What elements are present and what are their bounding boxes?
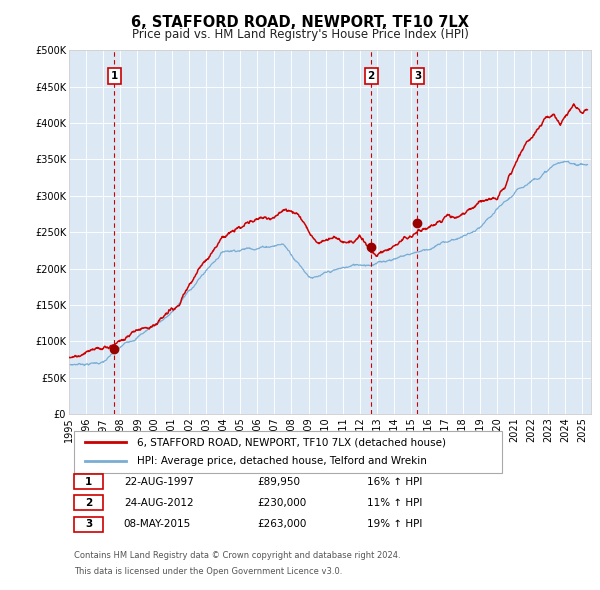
Text: 3: 3 [85,519,92,529]
Text: 2: 2 [367,71,375,81]
Text: 22-AUG-1997: 22-AUG-1997 [124,477,194,487]
Text: 6, STAFFORD ROAD, NEWPORT, TF10 7LX (detached house): 6, STAFFORD ROAD, NEWPORT, TF10 7LX (det… [137,437,446,447]
Text: 16% ↑ HPI: 16% ↑ HPI [367,477,422,487]
Text: 3: 3 [414,71,421,81]
Text: 2: 2 [85,498,92,508]
Text: £89,950: £89,950 [257,477,300,487]
Text: £230,000: £230,000 [257,498,306,508]
Text: 24-AUG-2012: 24-AUG-2012 [124,498,193,508]
FancyBboxPatch shape [74,474,103,489]
FancyBboxPatch shape [74,496,103,510]
Text: 11% ↑ HPI: 11% ↑ HPI [367,498,422,508]
FancyBboxPatch shape [74,431,502,473]
FancyBboxPatch shape [74,517,103,532]
Text: 19% ↑ HPI: 19% ↑ HPI [367,519,422,529]
Text: Contains HM Land Registry data © Crown copyright and database right 2024.: Contains HM Land Registry data © Crown c… [74,551,401,560]
Text: HPI: Average price, detached house, Telford and Wrekin: HPI: Average price, detached house, Telf… [137,456,427,466]
Text: £263,000: £263,000 [257,519,306,529]
Text: 6, STAFFORD ROAD, NEWPORT, TF10 7LX: 6, STAFFORD ROAD, NEWPORT, TF10 7LX [131,15,469,30]
Text: 1: 1 [110,71,118,81]
Text: 08-MAY-2015: 08-MAY-2015 [124,519,191,529]
Text: This data is licensed under the Open Government Licence v3.0.: This data is licensed under the Open Gov… [74,567,343,576]
Text: 1: 1 [85,477,92,487]
Text: Price paid vs. HM Land Registry's House Price Index (HPI): Price paid vs. HM Land Registry's House … [131,28,469,41]
